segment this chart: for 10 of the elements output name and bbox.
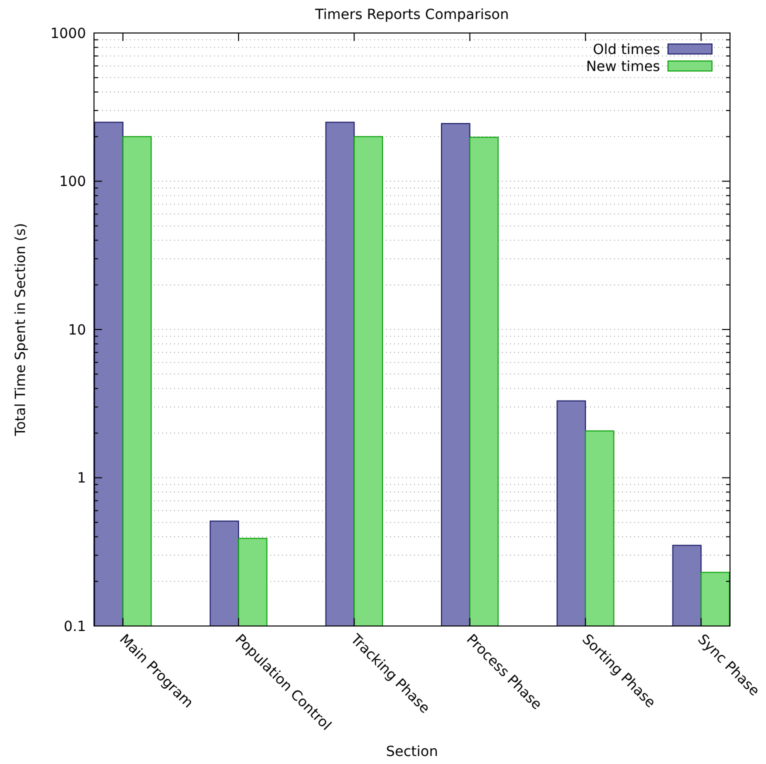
y-tick-label: 0.1: [64, 618, 86, 635]
y-tick-label: 1000: [50, 26, 86, 42]
y-tick-label: 10: [68, 322, 86, 338]
y-tick-label: 1: [77, 470, 86, 487]
y-axis-title: Total Time Spent in Section (s): [13, 223, 29, 437]
x-axis-title: Section: [386, 744, 438, 760]
y-tick-label: 100: [59, 174, 86, 190]
legend-label: New times: [586, 58, 660, 75]
chart-title: Timers Reports Comparison: [314, 7, 509, 23]
legend-label: Old times: [592, 42, 660, 58]
